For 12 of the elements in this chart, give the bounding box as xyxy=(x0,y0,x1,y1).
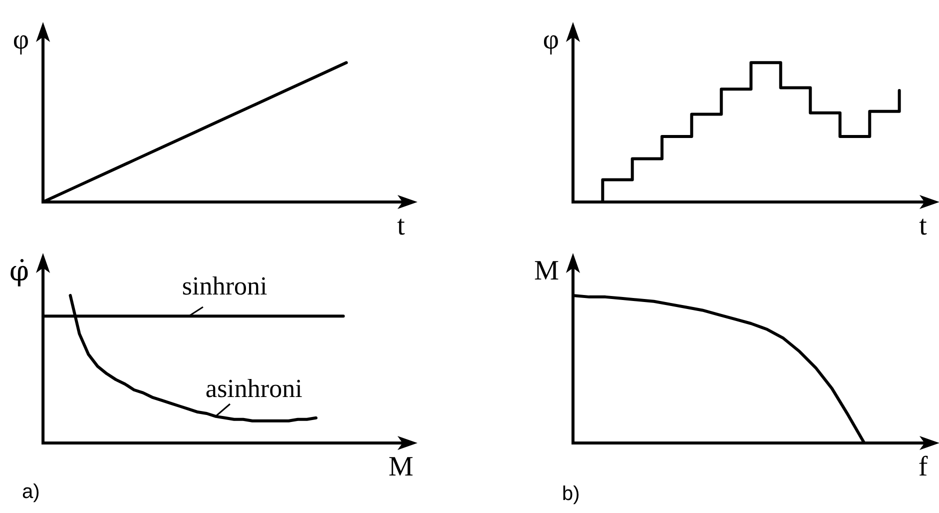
text: a) xyxy=(22,481,40,503)
x-axis-title: f xyxy=(918,452,928,482)
x-axis-title: t xyxy=(397,210,406,242)
y-axis-title: φ xyxy=(12,24,29,56)
y-axis-title: M xyxy=(534,256,560,286)
y-axis-title: φ xyxy=(542,24,559,56)
text: b) xyxy=(562,483,580,505)
series-label: asinhroni xyxy=(206,374,302,403)
x-axis-title: M xyxy=(388,452,414,482)
series-label: sinhroni xyxy=(182,272,268,301)
y-axis-title: φ̇ xyxy=(9,254,29,288)
x-axis-title: t xyxy=(919,210,928,242)
